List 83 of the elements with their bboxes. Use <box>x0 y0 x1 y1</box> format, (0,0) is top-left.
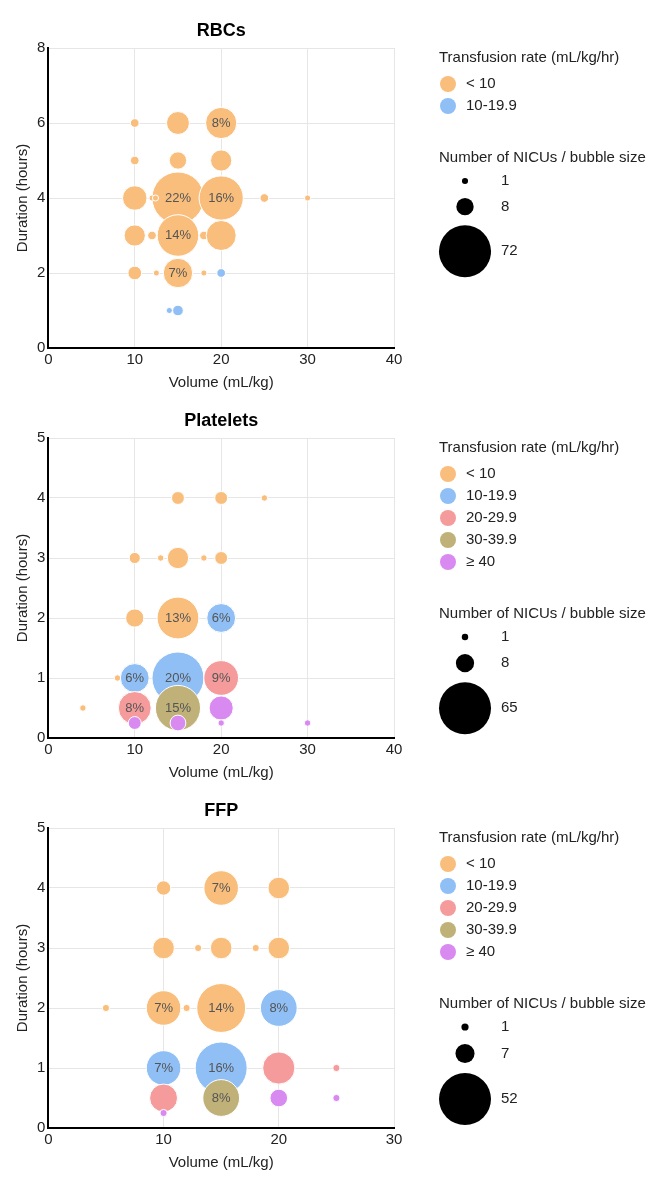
legend-label: 20-29.9 <box>466 508 517 526</box>
annotation: 8% <box>269 999 289 1015</box>
y-tick-label: 3 <box>37 938 46 956</box>
legend-label: 7 <box>501 1043 510 1061</box>
y-tick-label: 2 <box>37 608 46 626</box>
x-tick-label: 20 <box>212 350 230 368</box>
annotation: 14% <box>208 999 235 1015</box>
legend-label: 10-19.9 <box>466 876 517 894</box>
annotation: 16% <box>208 1059 235 1075</box>
legend-label: 72 <box>501 241 518 259</box>
legend-label: ≥ 40 <box>466 942 496 960</box>
annotation: 20% <box>164 669 192 685</box>
legend-label: 52 <box>501 1089 518 1107</box>
legend-label: 1 <box>501 627 510 645</box>
annotation: 7% <box>154 1059 174 1075</box>
annotation: 8% <box>125 699 145 715</box>
y-tick-label: 4 <box>37 878 46 896</box>
y-tick-label: 3 <box>37 548 46 566</box>
y-tick-label: 0 <box>37 1118 46 1136</box>
legend-title: Transfusion rate (mL/kg/hr) <box>439 48 620 66</box>
x-tick-label: 20 <box>212 740 230 758</box>
x-axis-title: Volume (mL/kg) <box>168 763 274 781</box>
legend-label: 1 <box>501 1017 510 1035</box>
y-tick-label: 2 <box>37 998 46 1016</box>
legend-label: 10-19.9 <box>466 486 517 504</box>
legend-label: 8 <box>501 196 510 214</box>
y-tick-label: 0 <box>37 728 46 746</box>
x-tick-label: 10 <box>126 350 144 368</box>
annotation: 9% <box>211 669 231 685</box>
chart-title: FFP <box>204 799 239 820</box>
annotation: 16% <box>208 189 235 205</box>
annotation: 7% <box>168 264 188 280</box>
x-tick-label: 10 <box>126 740 144 758</box>
x-tick-label: 30 <box>299 350 316 368</box>
legend-label: < 10 <box>466 74 496 92</box>
legend-title: Transfusion rate (mL/kg/hr) <box>439 828 620 846</box>
y-tick-label: 0 <box>37 338 46 356</box>
annotation: 15% <box>164 699 192 715</box>
x-tick-label: 30 <box>299 740 316 758</box>
legend-label: 10-19.9 <box>466 96 517 114</box>
text: Number of NICUs / bubble size <box>439 148 646 166</box>
y-axis-title: Duration (hours) <box>13 143 31 253</box>
y-axis-title: Duration (hours) <box>13 533 31 643</box>
annotation: 6% <box>211 609 231 625</box>
x-tick-label: 20 <box>270 1130 288 1148</box>
text: Number of NICUs / bubble size <box>439 994 646 1012</box>
annotation: 6% <box>125 669 145 685</box>
y-tick-label: 5 <box>37 428 46 446</box>
legend-label: 8 <box>501 653 510 671</box>
legend-label: 1 <box>501 171 510 189</box>
chart-title: RBCs <box>196 19 246 40</box>
y-tick-label: 2 <box>37 263 46 281</box>
annotation: 22% <box>164 189 192 205</box>
text: Number of NICUs / bubble size <box>439 604 646 622</box>
y-axis-title: Duration (hours) <box>13 923 31 1033</box>
legend-label: 30-39.9 <box>466 530 517 548</box>
annotation: 8% <box>211 1089 231 1105</box>
legend-label: 65 <box>501 698 518 716</box>
legend-label: 20-29.9 <box>466 898 517 916</box>
y-tick-label: 8 <box>37 38 46 56</box>
y-tick-label: 5 <box>37 818 46 836</box>
legend-title: Transfusion rate (mL/kg/hr) <box>439 438 620 456</box>
legend-label: < 10 <box>466 464 496 482</box>
x-tick-label: 30 <box>385 1130 403 1148</box>
annotation: 14% <box>164 227 192 243</box>
annotation: 8% <box>211 114 231 130</box>
legend-label: ≥ 40 <box>466 552 496 570</box>
x-axis-title: Volume (mL/kg) <box>168 373 274 391</box>
y-tick-label: 6 <box>37 113 46 131</box>
x-tick-label: 10 <box>155 1130 172 1148</box>
annotation: 7% <box>154 999 174 1015</box>
legend-label: < 10 <box>466 854 496 872</box>
y-tick-label: 4 <box>37 488 46 506</box>
x-axis-title: Volume (mL/kg) <box>168 1153 274 1171</box>
annotation: 7% <box>211 879 231 895</box>
annotation: 13% <box>164 609 192 625</box>
y-tick-label: 1 <box>37 668 46 686</box>
legend-label: 30-39.9 <box>466 920 517 938</box>
x-tick-label: 40 <box>385 350 403 368</box>
y-tick-label: 1 <box>37 1058 46 1076</box>
chart-title: Platelets <box>184 409 259 430</box>
x-tick-label: 40 <box>385 740 403 758</box>
y-tick-label: 4 <box>37 188 46 206</box>
